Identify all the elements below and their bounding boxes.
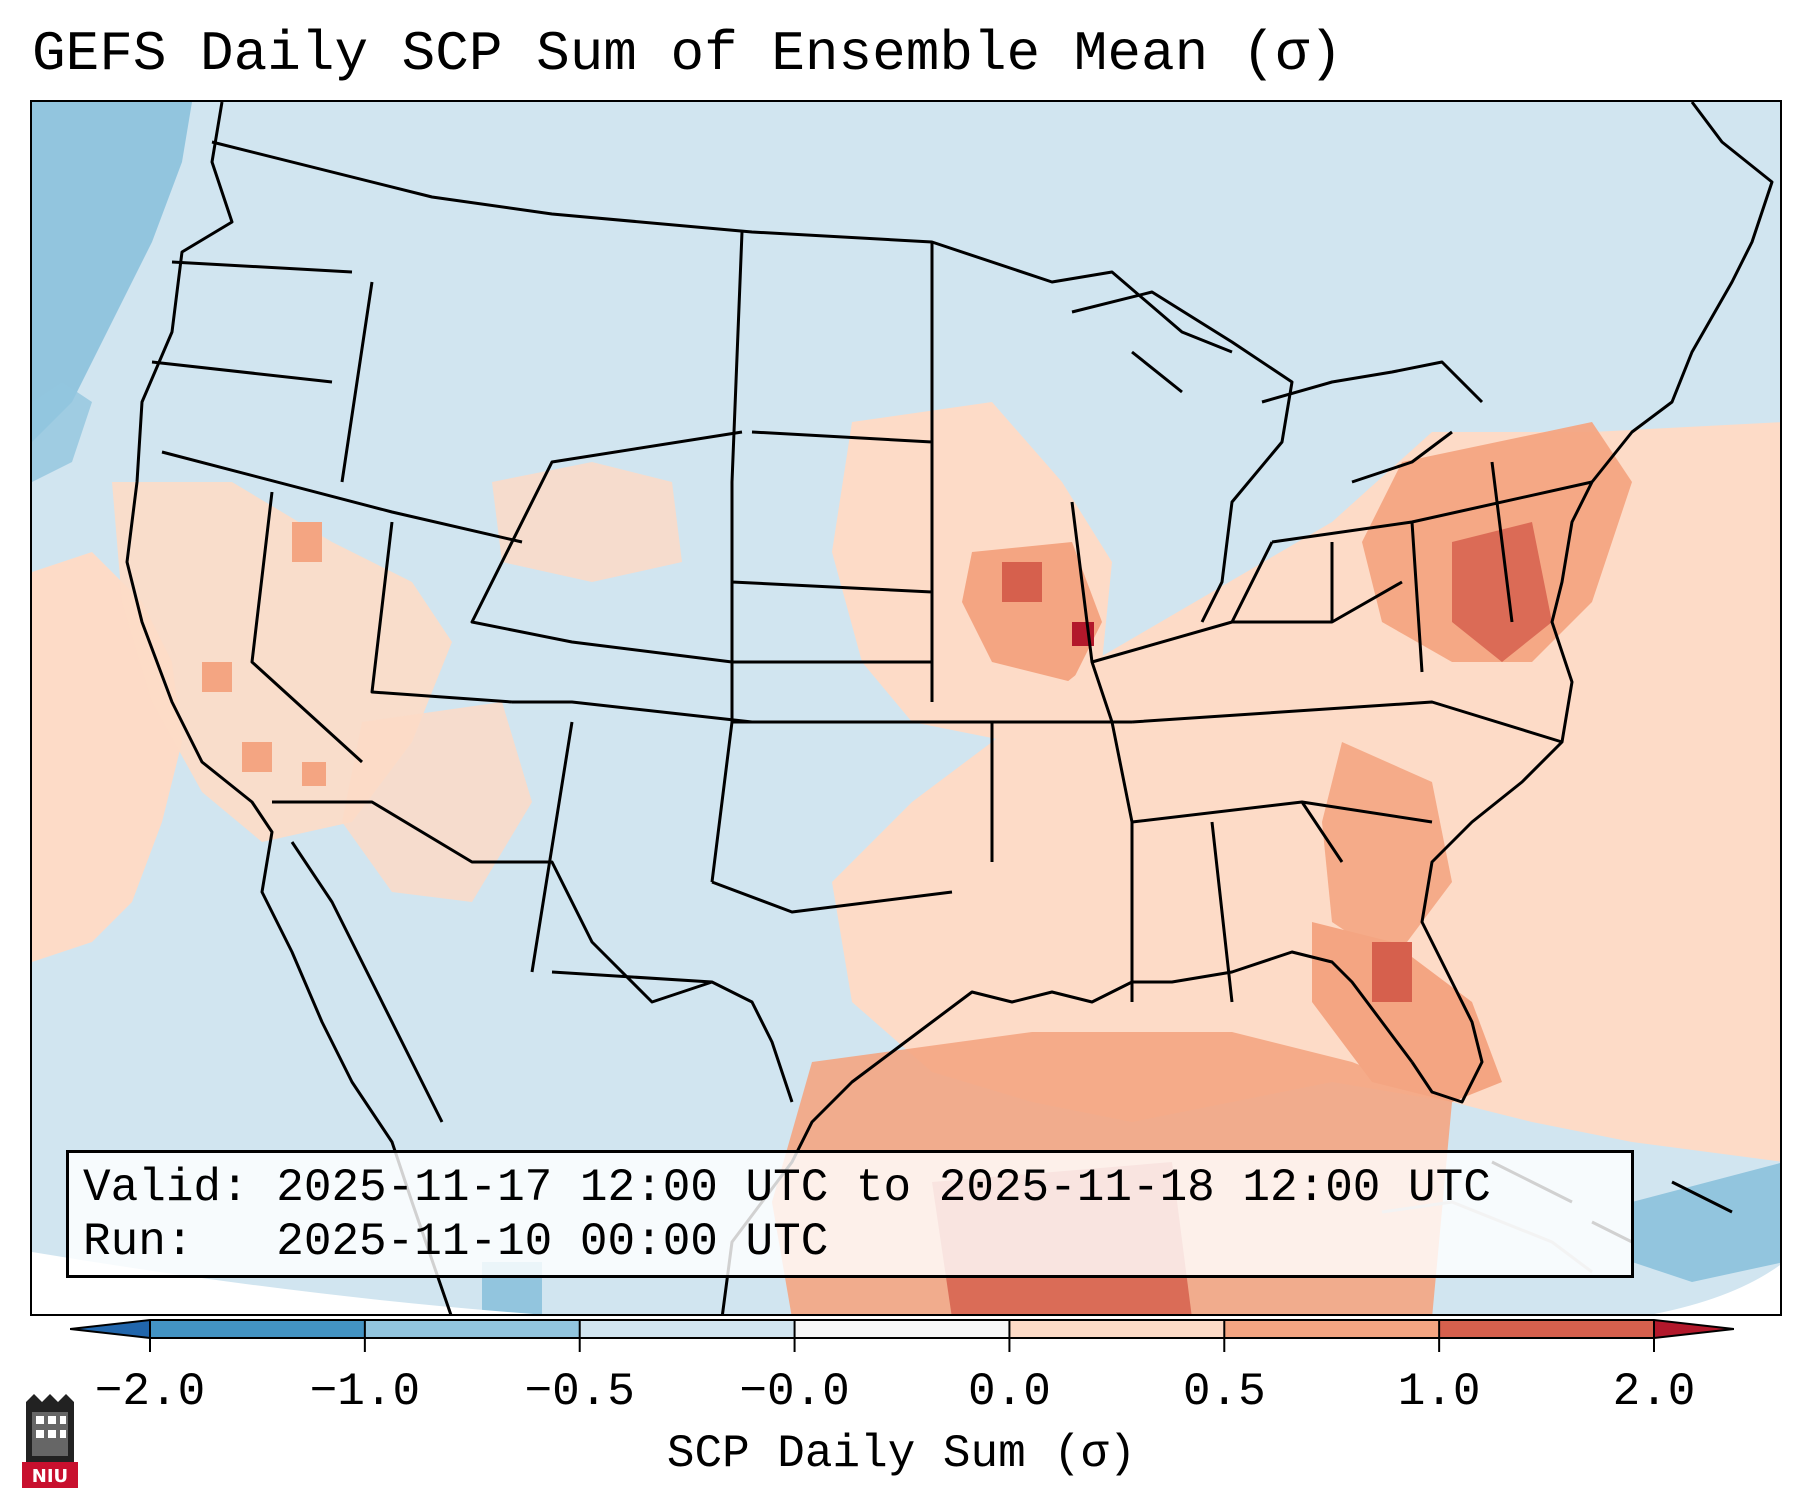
colorbar-ticks	[149, 1320, 1655, 1352]
pacific-negative-region	[32, 102, 192, 442]
colorbar-bins	[70, 1319, 1734, 1339]
scp-field-layer	[32, 102, 1780, 1314]
baja-coastline	[290, 841, 444, 1123]
colorbar-bin	[150, 1320, 366, 1338]
missouri-core-region	[962, 542, 1102, 682]
colorbar-tick-label: −2.0	[94, 1366, 206, 1418]
colorbar-tick-label: 2.0	[1612, 1366, 1696, 1418]
colorbar-extend-low	[70, 1320, 150, 1338]
svg-text:NIU: NIU	[32, 1466, 68, 1487]
pacific-negative-strip	[32, 382, 92, 482]
colorbar-bin	[1439, 1320, 1655, 1338]
valid-time-line: Valid: 2025-11-17 12:00 UTC to 2025-11-1…	[83, 1162, 1491, 1214]
state-lines-central	[530, 231, 1132, 984]
colorbar-bin	[794, 1320, 1010, 1338]
map-panel[interactable]	[30, 100, 1782, 1316]
colorbar-tick-label: 1.0	[1397, 1366, 1481, 1418]
colorbar-tick-label: −0.5	[524, 1366, 635, 1418]
southwest-positive-region	[342, 702, 532, 902]
colorbar	[70, 1319, 1734, 1352]
boundary-layer	[125, 102, 1774, 1314]
colorbar-bin	[579, 1320, 796, 1338]
run-time-line: Run: 2025-11-10 00:00 UTC	[83, 1216, 829, 1268]
carolina-positive-region	[1322, 742, 1452, 962]
florida-positive-region	[1312, 922, 1502, 1102]
projection-edge-bottom-left	[32, 1252, 534, 1314]
virginia-core-region	[1452, 522, 1552, 662]
validity-info-box: Valid: 2025-11-17 12:00 UTC to 2025-11-1…	[66, 1150, 1634, 1278]
utah-positive-region	[492, 462, 682, 582]
colorbar-tick-label: −1.0	[309, 1366, 421, 1418]
colorbar-tick-label: 0.5	[1182, 1366, 1266, 1418]
great-lakes	[1071, 290, 1484, 623]
state-lines-west	[151, 260, 753, 764]
colorbar-tick-label: 0.0	[968, 1366, 1051, 1418]
mexico-border	[272, 800, 794, 1103]
colorbar-bin	[1224, 1320, 1440, 1338]
map-title: GEFS Daily SCP Sum of Ensemble Mean (σ)	[32, 22, 1343, 86]
pacific-coastline	[125, 102, 453, 1314]
northeast-coastline	[1410, 102, 1774, 1104]
colorbar-extend-high	[1654, 1320, 1734, 1338]
colorbar-bin	[1009, 1320, 1225, 1338]
colorbar-tick-label: −0.0	[739, 1366, 850, 1418]
state-lines-east	[1070, 461, 1593, 1003]
atlantic-negative-region	[1632, 1163, 1780, 1282]
colorbar-label: SCP Daily Sum (σ)	[666, 1428, 1137, 1480]
map-canvas[interactable]	[32, 102, 1782, 1316]
niu-logo-icon: NIU	[22, 1394, 78, 1488]
projection-edge-bottom-right	[1654, 1264, 1780, 1314]
colorbar-bin	[364, 1320, 581, 1338]
